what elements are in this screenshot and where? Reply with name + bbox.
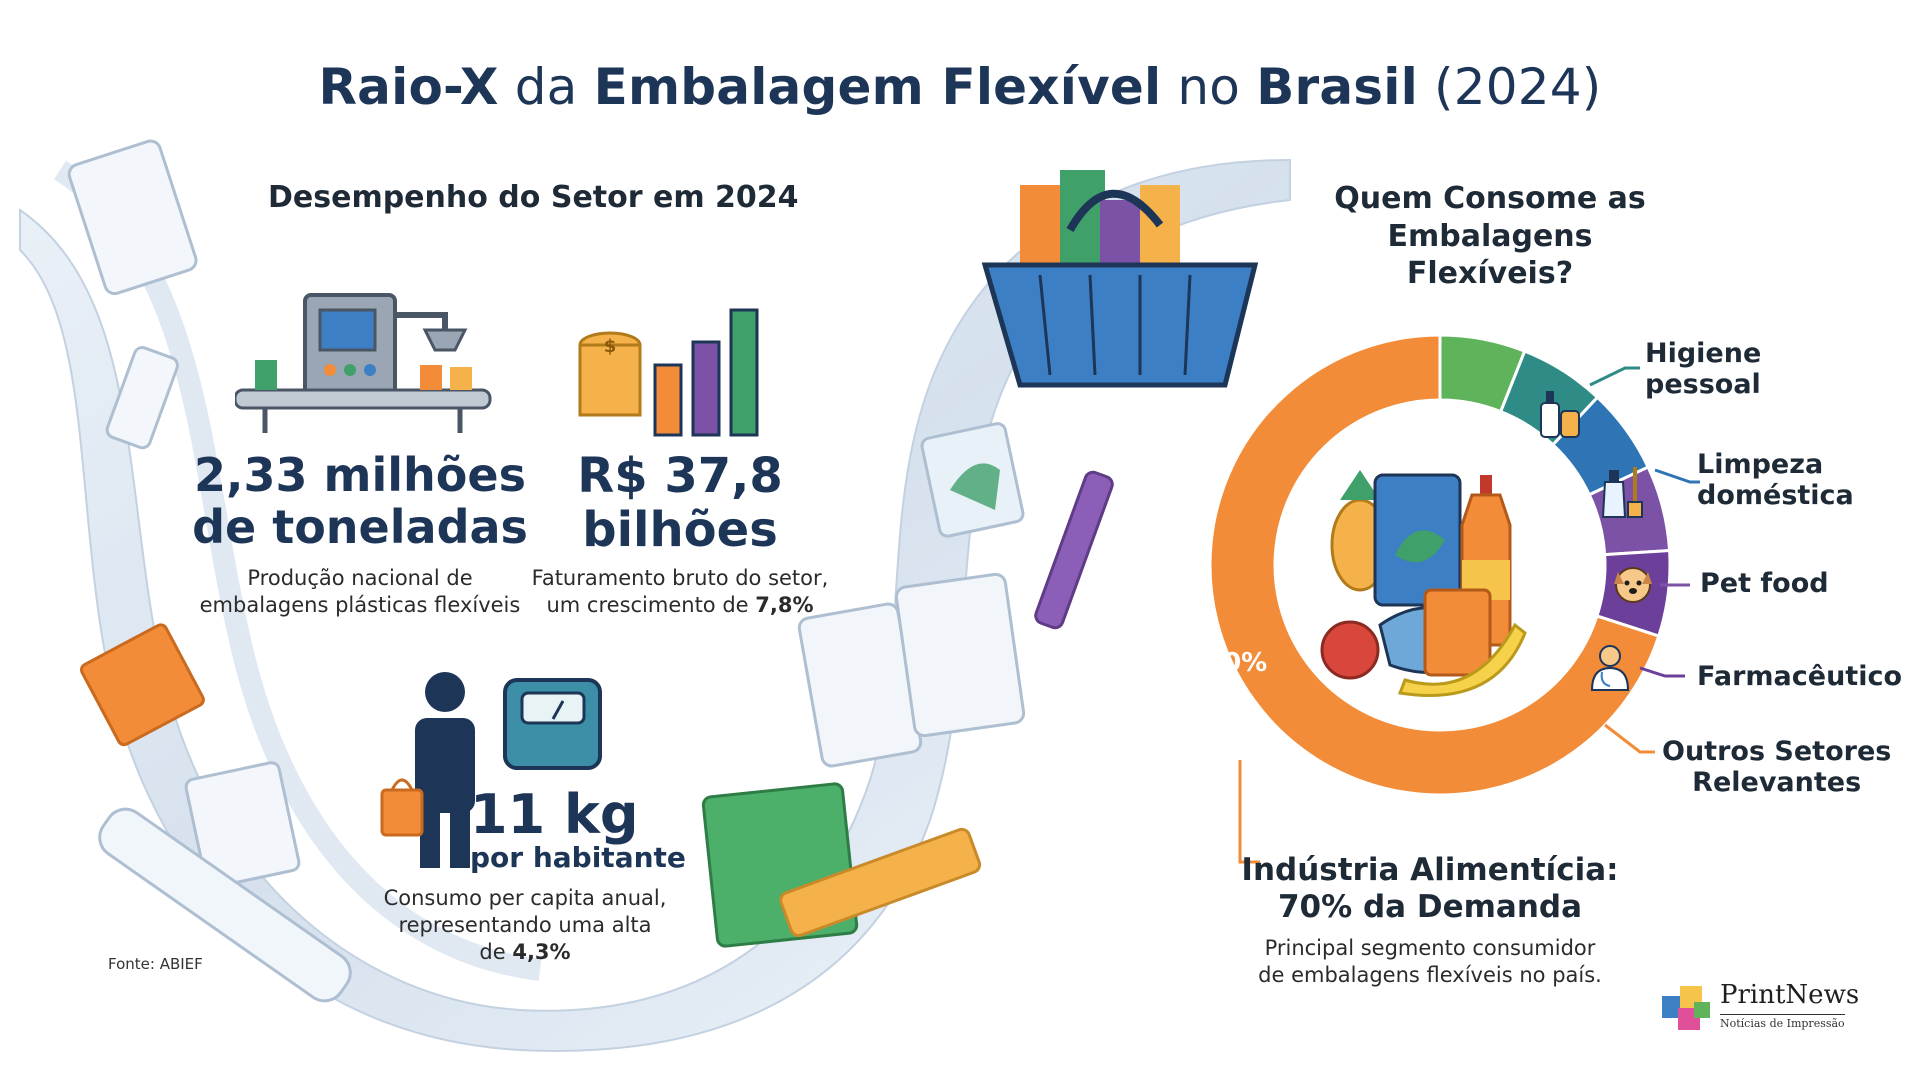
consumers-heading-line: Quem Consome as [1334,181,1646,216]
shopping-basket-icon [981,170,1259,388]
title-part: Brasil [1256,58,1418,116]
food-industry-caption-line: de embalagens flexíveis no país. [1258,962,1602,987]
hygiene-icon [1540,391,1580,438]
food-industry-label-line: Indústria Alimentícia: [1241,852,1619,888]
revenue-value-line: bilhões [582,501,778,558]
factory-machine-icon [235,293,492,433]
per-capita-growth-percent: 4,3% [512,939,571,964]
revenue-value-line: R$ 37,8 [577,448,783,504]
title-part: da [498,58,594,116]
production-value-line: de toneladas [192,499,528,554]
revenue-value: R$ 37,8 bilhões [530,448,830,558]
person-with-bag-icon [380,672,475,868]
segment-label-line: Outros Setores [1662,736,1892,767]
segment-label-line: Higiene [1645,338,1762,369]
segment-label-line: pessoal [1645,369,1761,401]
segment-label-cleaning: Limpeza doméstica [1697,449,1854,511]
food-industry-label: Indústria Alimentícia: 70% da Demanda [1240,852,1620,926]
food-industry-caption-line: Principal segmento consumidor [1264,936,1596,960]
svg-text:$: $ [604,336,617,357]
food-industry-label-line: 70% da Demanda [1277,889,1583,926]
title-part: Raio-X [318,58,499,116]
clear-pouch-icon [105,346,179,450]
cleaning-icon [1601,467,1643,518]
source-note: Fonte: ABIEF [108,955,203,973]
segment-label-others: Outros Setores Relevantes [1662,736,1891,798]
title-part: no [1161,58,1257,116]
performance-heading: Desempenho do Setor em 2024 [268,180,799,215]
segment-label-line: doméstica [1697,480,1854,512]
consumers-heading: Quem Consome as Embalagens Flexíveis? [1310,180,1670,293]
revenue-caption: Faturamento bruto do setor, um crescimen… [520,565,840,619]
orange-bar-pack-icon [779,827,982,938]
consumers-heading-line: Embalagens Flexíveis? [1387,218,1593,292]
per-capita-unit: por habitante [470,841,686,874]
clear-pouch-icon [920,422,1025,538]
revenue-growth-percent: 7,8% [755,592,814,617]
per-capita-value: 11 kg [470,783,639,846]
production-caption-line: embalagens plásticas flexíveis [199,592,521,617]
pet-icon [1614,567,1652,603]
purple-stick-pack-icon [1034,470,1114,630]
production-value-line: 2,33 milhões [194,448,526,502]
production-caption: Produção nacional de embalagens plástica… [180,565,540,619]
segment-label-pet-food: Pet food [1700,568,1829,599]
segment-label-hygiene: Higiene pessoal [1645,338,1761,400]
production-caption-line: Produção nacional de [247,566,473,590]
segment-label-line: Relevantes [1692,767,1862,799]
production-value: 2,33 milhões de toneladas [180,448,540,554]
title-part: (2024) [1417,58,1602,116]
per-capita-caption-line: Consumo per capita anual, [383,886,667,910]
food-industry-caption: Principal segmento consumidor de embalag… [1240,935,1620,989]
page-title: Raio-X da Embalagem Flexível no Brasil (… [0,58,1920,116]
clear-pouch-icon [184,761,301,889]
segment-label-line: Limpeza [1697,449,1824,480]
segment-label-pharma: Farmacêutico [1697,661,1903,692]
per-capita-caption-line: de [479,939,513,964]
printnews-brand-name: PrintNews [1720,980,1860,1010]
food-products-illustration [1320,470,1527,697]
title-part: Embalagem Flexível [593,58,1162,116]
printnews-tagline: Notícias de Impressão [1720,1014,1845,1030]
clear-tube-icon [98,807,352,1003]
revenue-caption-line: um crescimento de [546,592,756,617]
donut-slice-food [1208,333,1661,797]
pharma-icon [1590,645,1630,691]
weight-scale-icon [503,678,602,770]
printnews-logo-icon [1662,986,1710,1030]
food-share-label: 70% [1205,648,1268,678]
clear-pouch-icon [894,572,1026,738]
per-capita-caption-line: representando uma alta [398,912,652,937]
printnews-logo: PrintNews Notícias de Impressão [1658,978,1878,1038]
clear-pouch-icon [67,139,198,296]
orange-pouch-icon [79,623,205,747]
revenue-caption-line: Faturamento bruto do setor, [531,566,829,590]
per-capita-caption: Consumo per capita anual, representando … [375,885,675,966]
revenue-growth-icon: $ [578,308,759,437]
